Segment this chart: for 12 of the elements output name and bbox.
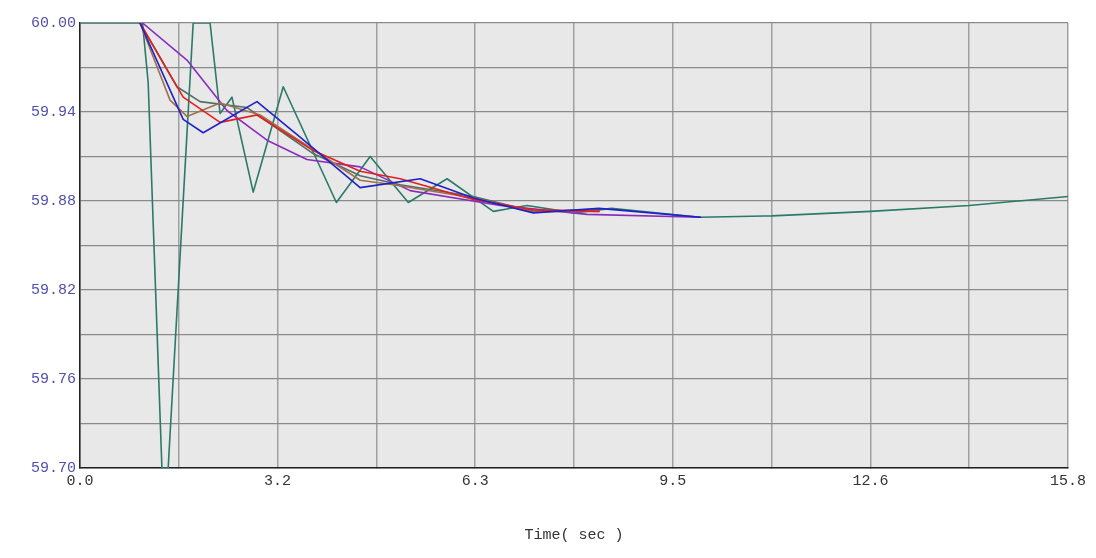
- y-tick-label: 60.00: [30, 14, 76, 32]
- x-axis-title: Time( sec ): [524, 526, 624, 544]
- x-tick-label: 0.0: [66, 472, 94, 490]
- x-tick-label: 9.5: [659, 472, 687, 490]
- x-tick-label: 15.8: [1049, 472, 1087, 490]
- y-tick-label: 59.88: [30, 192, 76, 210]
- y-tick-label: 59.82: [30, 281, 76, 299]
- y-tick-label: 59.76: [30, 370, 76, 388]
- x-tick-label: 6.3: [461, 472, 489, 490]
- x-tick-label: 12.6: [852, 472, 889, 490]
- y-tick-label: 59.94: [30, 103, 76, 121]
- x-tick-label: 3.2: [264, 472, 292, 490]
